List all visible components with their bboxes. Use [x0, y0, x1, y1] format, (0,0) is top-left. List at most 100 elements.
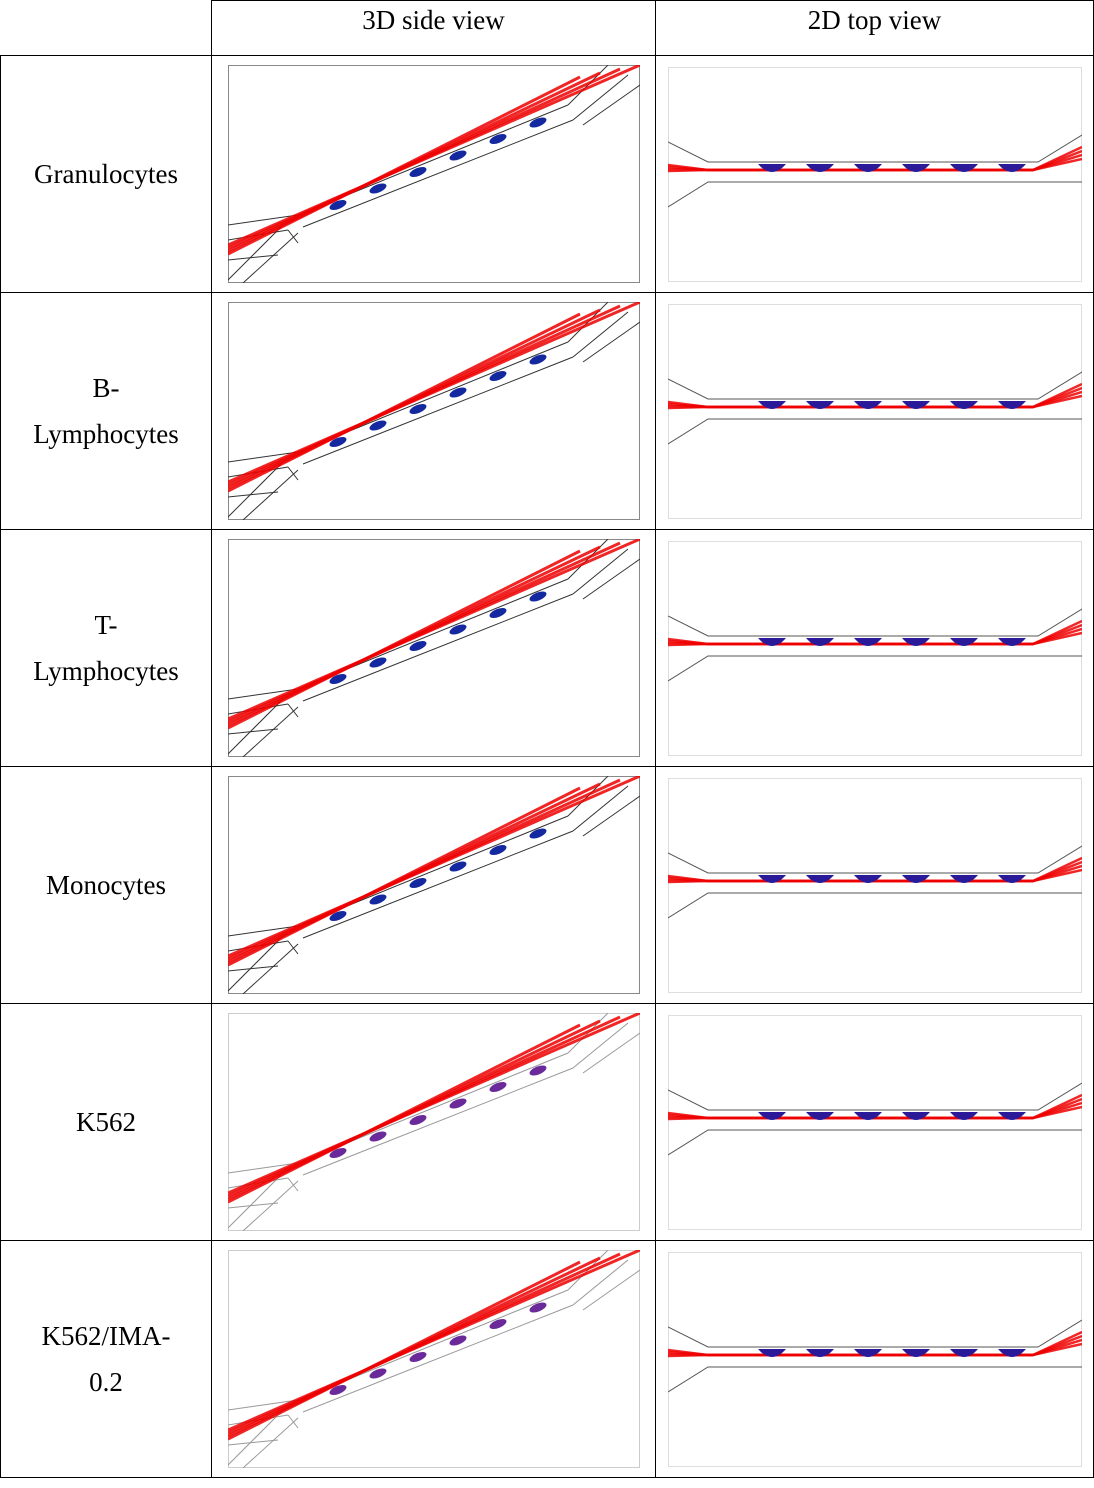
channel-edge: [242, 943, 298, 994]
trap-marker: [853, 1348, 882, 1357]
channel-edge: [572, 548, 628, 595]
image-cell: [211, 766, 656, 1004]
trap-marker: [369, 894, 386, 905]
label-block: Monocytes: [1, 862, 211, 908]
row-label: B- Lymphocytes: [0, 292, 212, 530]
channel-edge: [582, 321, 640, 363]
trap-marker: [529, 1302, 546, 1313]
image-cell: [211, 292, 656, 530]
channel-edge: [667, 134, 1082, 162]
channel-edge: [302, 356, 573, 465]
image-cell: [211, 529, 656, 767]
image-cell: [211, 55, 656, 293]
label-line: Monocytes: [46, 870, 166, 900]
cell-path: [227, 312, 581, 493]
trap-marker: [997, 400, 1026, 409]
trap-marker: [757, 637, 786, 646]
cell-path: [227, 75, 581, 256]
trap-marker: [409, 166, 426, 178]
label-line: Granulocytes: [34, 159, 178, 189]
label-line: Lymphocytes: [33, 656, 179, 686]
trap-marker: [997, 1348, 1026, 1357]
trap-marker: [805, 400, 834, 409]
channel-edge: [582, 558, 640, 600]
trap-marker: [409, 1351, 426, 1363]
image-frame: [227, 1250, 640, 1468]
label-line: 0.2: [89, 1367, 123, 1397]
channel-edge: [242, 232, 298, 283]
trap-marker: [369, 1368, 386, 1379]
channel-edge: [227, 491, 278, 498]
trap-marker: [949, 637, 978, 646]
image-cell: [655, 529, 1094, 767]
trap-marker: [949, 874, 978, 883]
trap-marker: [901, 874, 930, 883]
channel-edge: [582, 1269, 640, 1311]
channel-edge: [242, 1180, 298, 1231]
row-label: K562/IMA- 0.2: [0, 1240, 212, 1478]
image-cell: [211, 1003, 656, 1241]
channel-edge: [667, 892, 1082, 918]
trap-marker: [489, 844, 506, 856]
channel-edge: [242, 706, 298, 757]
label-block: Granulocytes: [1, 151, 211, 197]
trap-marker: [449, 624, 466, 635]
channel-edge: [242, 469, 298, 520]
channel-edge: [227, 254, 278, 261]
trap-marker: [529, 591, 546, 602]
trap-marker: [853, 637, 882, 646]
channel-edge: [227, 935, 283, 992]
trap-marker: [853, 400, 882, 409]
side-view-image: [227, 539, 640, 757]
channel-edge: [302, 593, 573, 702]
channel-edge: [287, 466, 298, 481]
trap-marker: [901, 400, 930, 409]
trap-marker: [757, 1111, 786, 1120]
trap-marker: [369, 183, 386, 194]
top-view-image: [667, 66, 1082, 282]
image-frame: [227, 65, 640, 283]
channel-edge: [302, 119, 573, 228]
side-view-image: [227, 65, 640, 283]
trap-marker: [369, 657, 386, 668]
image-frame: [667, 540, 1082, 756]
trap-marker: [901, 1348, 930, 1357]
channel-edge: [287, 1414, 298, 1429]
channel-edge: [227, 965, 278, 972]
table-row: T- Lymphocytes: [0, 529, 1094, 767]
channel-edge: [227, 451, 298, 463]
trap-marker: [329, 1384, 346, 1396]
label-block: K562/IMA- 0.2: [1, 1313, 211, 1405]
channel-edge: [227, 925, 298, 937]
channel-edge: [582, 795, 640, 837]
channel-edge: [227, 688, 298, 700]
trap-marker: [805, 637, 834, 646]
trap-marker: [853, 874, 882, 883]
trap-marker: [805, 874, 834, 883]
channel-edge: [287, 703, 298, 718]
trap-marker: [329, 1147, 346, 1159]
trap-marker: [449, 861, 466, 872]
corner-cell: [0, 0, 212, 56]
image-frame: [227, 539, 640, 757]
channel-edge: [227, 1409, 283, 1466]
trap-marker: [901, 637, 930, 646]
channel-edge: [302, 830, 573, 939]
trap-marker: [329, 673, 346, 685]
trap-marker: [757, 400, 786, 409]
row-label: Monocytes: [0, 766, 212, 1004]
channel-edge: [667, 181, 1082, 207]
top-view-image: [667, 1014, 1082, 1230]
trap-marker: [997, 1111, 1026, 1120]
trap-marker: [529, 828, 546, 839]
table-row: Monocytes: [0, 766, 1094, 1004]
image-cell: [655, 766, 1094, 1004]
channel-edge: [667, 1366, 1082, 1392]
channel-edge: [667, 1129, 1082, 1155]
trap-marker: [853, 163, 882, 172]
image-cell: [655, 1003, 1094, 1241]
trap-marker: [489, 370, 506, 382]
channel-edge: [302, 1067, 573, 1176]
trap-marker: [901, 163, 930, 172]
